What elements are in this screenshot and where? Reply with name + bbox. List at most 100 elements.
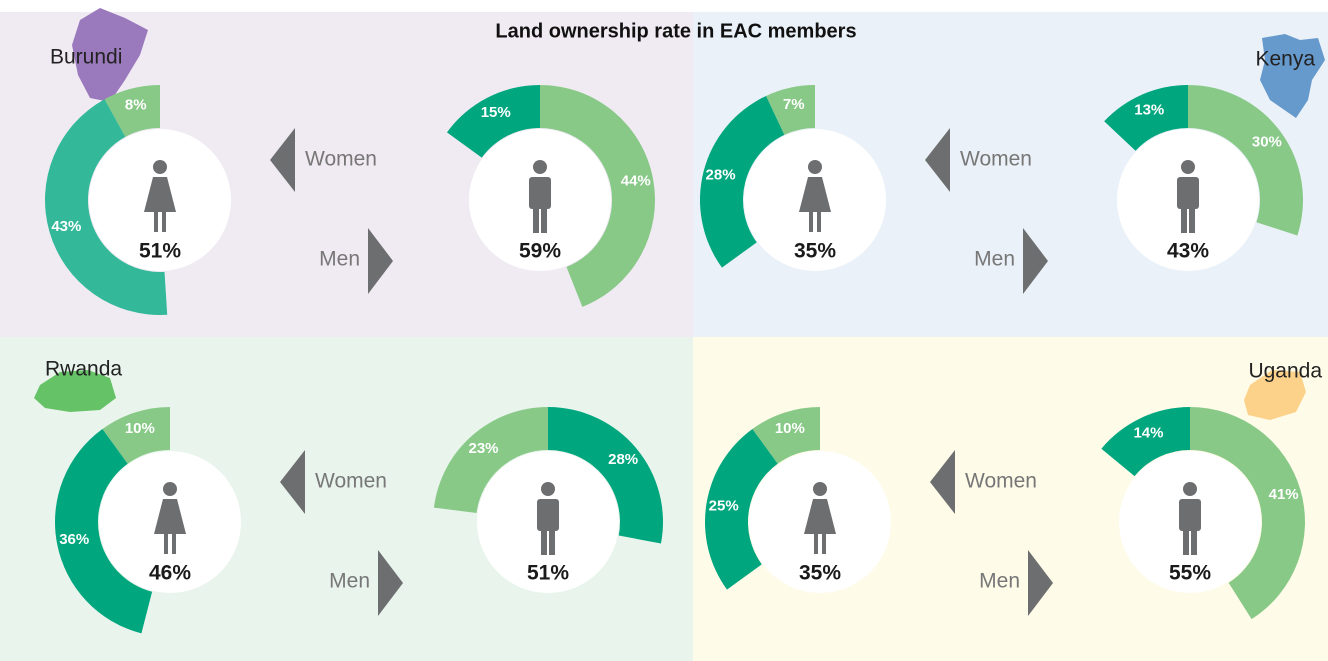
icon-leg [1189, 209, 1195, 233]
icon-leg [162, 212, 166, 232]
segment-label: 28% [706, 167, 736, 184]
donut-segment [548, 407, 663, 544]
segment-label: 10% [775, 420, 805, 437]
men-label: Men [974, 248, 1015, 271]
segment-label: 14% [1133, 425, 1163, 442]
icon-body [804, 499, 836, 534]
segment-label: 15% [481, 104, 511, 121]
arrow-left [925, 128, 950, 192]
icon-body [529, 177, 551, 209]
icon-body [799, 177, 831, 212]
segment-label: 43% [51, 218, 81, 235]
arrow-right [1028, 550, 1053, 616]
icon-head [163, 482, 177, 496]
icon-leg [172, 534, 176, 554]
donut-segment [44, 99, 168, 315]
arrow-right [1023, 228, 1048, 294]
man-icon [537, 482, 559, 555]
icon-body [144, 177, 176, 212]
woman-icon [804, 482, 836, 554]
man-icon [1179, 482, 1201, 555]
total-label: 59% [519, 240, 561, 263]
donut-segment [1190, 407, 1305, 620]
map-uganda [1244, 370, 1306, 420]
title: Land ownership rate in EAC members [495, 20, 856, 42]
total-label: 46% [149, 562, 191, 585]
icon-leg [533, 209, 539, 233]
man-icon [1177, 160, 1199, 233]
women-label: Women [960, 148, 1032, 171]
segment-label: 36% [59, 531, 89, 548]
icon-head [1181, 160, 1195, 174]
icon-leg [541, 531, 547, 555]
segment-label: 44% [621, 173, 651, 190]
icon-body [1179, 499, 1201, 531]
total-label: 55% [1169, 562, 1211, 585]
segment-label: 8% [125, 97, 147, 114]
arrow-right [368, 228, 393, 294]
icon-head [813, 482, 827, 496]
donut-segment [1188, 85, 1303, 236]
women-label: Women [305, 148, 377, 171]
icon-body [537, 499, 559, 531]
men-label: Men [979, 570, 1020, 593]
map-rwanda [34, 370, 116, 412]
segment-label: 13% [1134, 101, 1164, 118]
donut-segment [446, 85, 540, 158]
icon-leg [814, 534, 818, 554]
icon-head [808, 160, 822, 174]
woman-icon [799, 160, 831, 232]
arrow-left [270, 128, 295, 192]
women-label: Women [315, 470, 387, 493]
total-label: 35% [794, 240, 836, 263]
total-label: 43% [1167, 240, 1209, 263]
country-name: Kenya [1255, 48, 1315, 71]
icon-leg [817, 212, 821, 232]
map-burundi [72, 8, 148, 102]
donut-segment [1101, 407, 1190, 477]
icon-leg [809, 212, 813, 232]
arrow-left [280, 450, 305, 514]
total-label: 51% [527, 562, 569, 585]
segment-label: 25% [709, 498, 739, 515]
icon-head [533, 160, 547, 174]
icon-leg [1191, 531, 1197, 555]
icon-leg [822, 534, 826, 554]
segment-label: 41% [1269, 486, 1299, 503]
segment-label: 7% [783, 96, 805, 113]
icon-body [154, 499, 186, 534]
donut-segment [433, 407, 548, 513]
men-label: Men [329, 570, 370, 593]
total-label: 35% [799, 562, 841, 585]
donut-segment [102, 407, 170, 464]
total-label: 51% [139, 240, 181, 263]
donut-segment [700, 95, 785, 268]
country-name: Burundi [50, 46, 122, 69]
icon-leg [154, 212, 158, 232]
segment-label: 23% [469, 440, 499, 457]
man-icon [529, 160, 551, 233]
donut-segment [55, 428, 153, 634]
icon-leg [1183, 531, 1189, 555]
icon-leg [164, 534, 168, 554]
country-name: Uganda [1248, 360, 1322, 383]
icon-head [1183, 482, 1197, 496]
men-label: Men [319, 248, 360, 271]
donut-segment [752, 407, 820, 464]
segment-label: 10% [125, 420, 155, 437]
donut-segment [766, 85, 815, 135]
icon-leg [1181, 209, 1187, 233]
icon-head [541, 482, 555, 496]
country-name: Rwanda [45, 358, 122, 381]
woman-icon [154, 482, 186, 554]
arrow-right [378, 550, 403, 616]
arrow-left [930, 450, 955, 514]
icon-body [1177, 177, 1199, 209]
donut-segment [104, 85, 160, 137]
icon-leg [549, 531, 555, 555]
segment-label: 28% [608, 451, 638, 468]
donut-segment [540, 85, 655, 307]
icon-head [153, 160, 167, 174]
icon-leg [541, 209, 547, 233]
